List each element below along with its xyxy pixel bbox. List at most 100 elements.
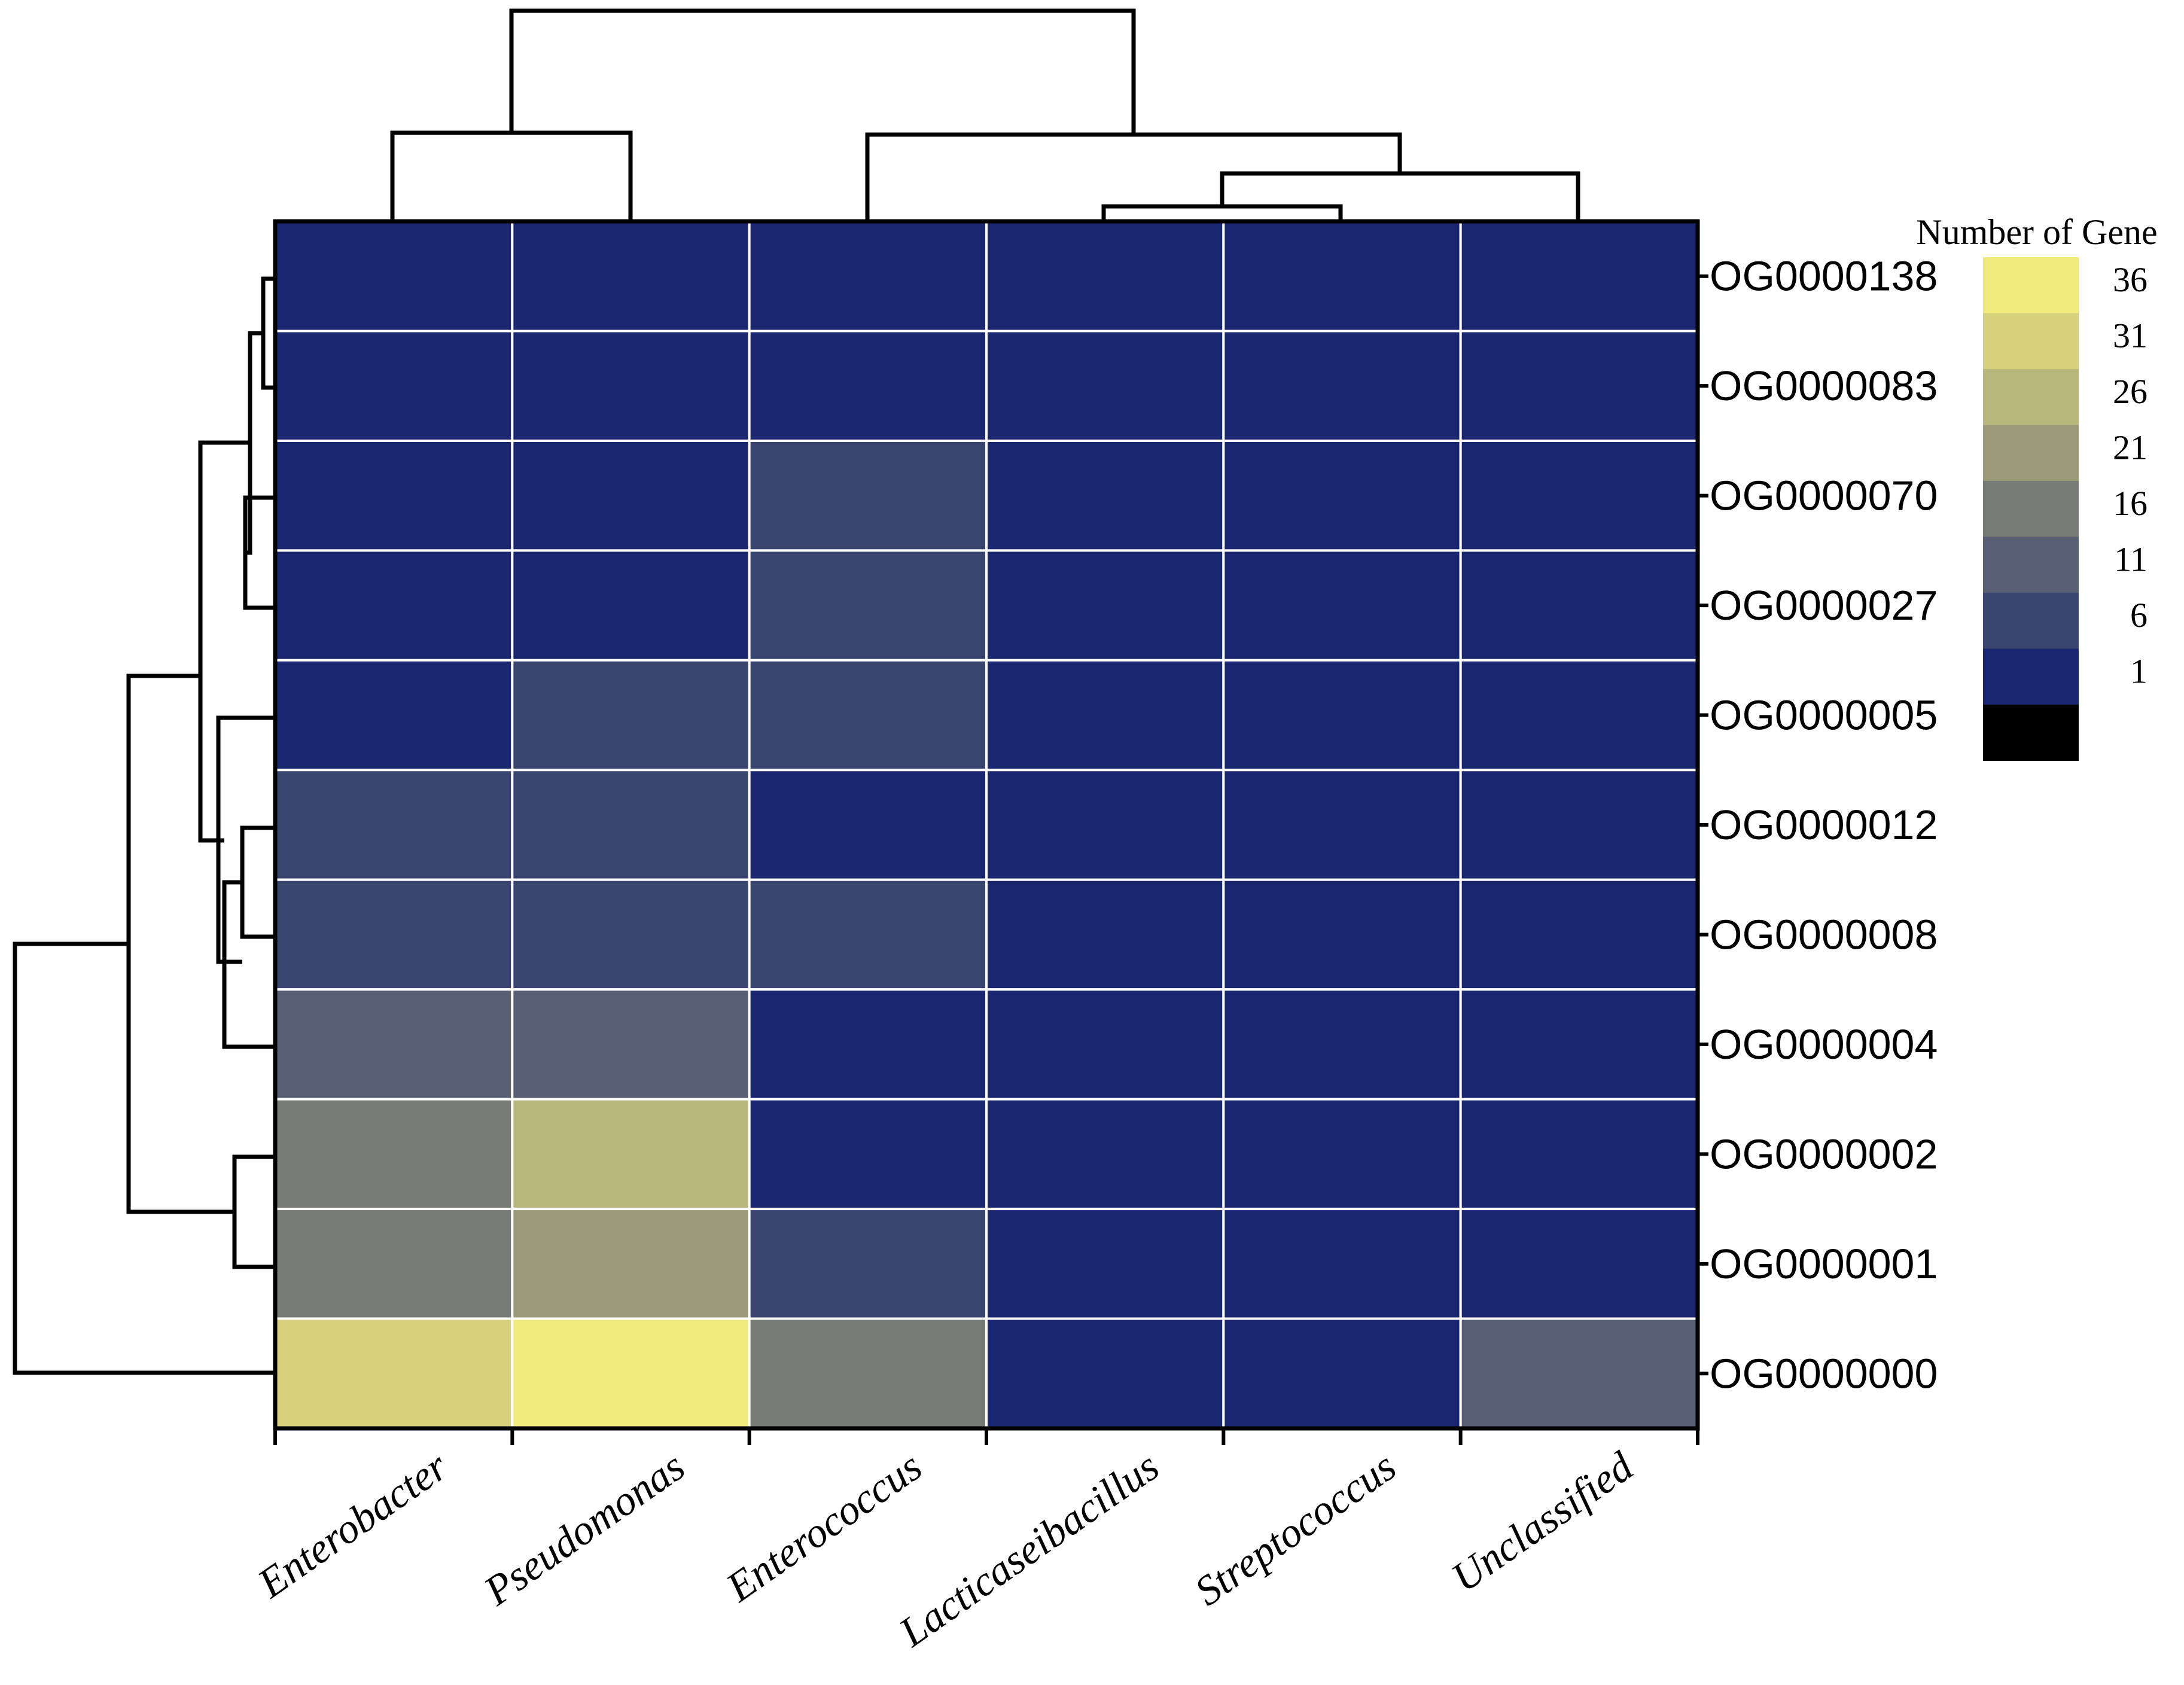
legend-tick-label: 21 [2113,428,2148,467]
legend-title: Number of Gene [1916,212,2157,252]
row-label: OG0000002 [1710,1131,1938,1177]
heatmap-cell-OG0000083-Enterococcus [748,330,988,442]
heatmap-cell-OG0000070-Pseudomonas [511,439,751,552]
heatmap-cell-OG0000005-Unclassified [1459,659,1699,772]
row-label: OG0000004 [1710,1021,1938,1068]
row-ticks [1698,274,1708,1376]
heatmap-cell-OG0000004-Pseudomonas [511,988,751,1101]
heatmap-cell-OG0000005-Enterococcus [748,659,988,772]
heatmap-cell-OG0000005-Lacticaseibacillus [985,659,1225,772]
legend-swatch [1983,705,2079,761]
legend-tick-label: 1 [2130,651,2148,690]
heatmap-cell-OG0000001-Streptococcus [1222,1208,1462,1320]
row-label: OG0000008 [1710,911,1938,958]
heatmap-cell-OG0000008-Enterobacter [274,878,514,991]
heatmap-cell-OG0000002-Unclassified [1459,1098,1699,1211]
heatmap-cell-OG0000012-Streptococcus [1222,769,1462,881]
row-label: OG0000083 [1710,362,1938,409]
row-label: OG0000070 [1710,473,1938,519]
column-dendrogram [390,8,1580,221]
legend-swatch [1983,369,2079,425]
heatmap-cell-OG0000004-Streptococcus [1222,988,1462,1101]
legend-tick-label: 36 [2113,260,2148,299]
row-dendro-upper-cluster [198,440,250,843]
heatmap-cell-OG0000138-Enterococcus [748,220,988,333]
heatmap-cell-OG0000070-Unclassified [1459,439,1699,552]
row-label: OG0000027 [1710,582,1938,629]
legend-ticks: 36 31 26 21 16 11 6 1 [2113,260,2148,691]
row-dendro-root [13,941,275,1375]
heatmap-cell-OG0000027-Unclassified [1459,549,1699,662]
heatmap-cell-OG0000027-Enterococcus [748,549,988,662]
heatmap-cell-OG0000070-Enterococcus [748,439,988,552]
heatmap-cell-OG0000000-Enterococcus [748,1317,988,1430]
row-label: OG0000001 [1710,1241,1938,1287]
heatmap-cell-OG0000005-Streptococcus [1222,659,1462,772]
heatmap-cell-OG0000070-Lacticaseibacillus [985,439,1225,552]
row-dendrogram [13,276,275,1375]
heatmap-cell-OG0000008-Lacticaseibacillus [985,878,1225,991]
row-label: OG0000005 [1710,692,1938,739]
heatmap-cell-OG0000001-Unclassified [1459,1208,1699,1320]
legend-swatch [1983,425,2079,482]
heatmap-cell-OG0000004-Enterococcus [748,988,988,1101]
heatmap-cells [274,220,1699,1430]
heatmap-cell-OG0000000-Streptococcus [1222,1317,1462,1430]
legend-tick-label: 6 [2130,596,2148,635]
heatmap-cell-OG0000027-Enterobacter [274,549,514,662]
heatmap-cell-OG0000001-Lacticaseibacillus [985,1208,1225,1320]
heatmap-cell-OG0000002-Enterococcus [748,1098,988,1211]
heatmap-cell-OG0000138-Lacticaseibacillus [985,220,1225,333]
heatmap-cell-OG0000002-Pseudomonas [511,1098,751,1211]
legend: Number of Gene 36 31 26 21 16 11 6 1 [1916,212,2158,761]
row-label: OG0000012 [1710,802,1938,848]
heatmap-cell-OG0000008-Pseudomonas [511,878,751,991]
heatmap-cell-OG0000000-Enterobacter [274,1317,514,1430]
heatmap-cell-OG0000000-Lacticaseibacillus [985,1317,1225,1430]
row-dendro-004 [222,880,275,1049]
legend-swatch [1983,593,2079,649]
heatmap-cell-OG0000027-Pseudomonas [511,549,751,662]
heatmap-cell-OG0000004-Unclassified [1459,988,1699,1101]
heatmap-cell-OG0000004-Enterobacter [274,988,514,1101]
heatmap-cell-OG0000002-Enterobacter [274,1098,514,1211]
heatmap-cell-OG0000138-Streptococcus [1222,220,1462,333]
heatmap-cell-OG0000012-Lacticaseibacillus [985,769,1225,881]
heatmap-cell-OG0000001-Enterococcus [748,1208,988,1320]
heatmap-cell-OG0000000-Unclassified [1459,1317,1699,1430]
heatmap-cell-OG0000008-Unclassified [1459,878,1699,991]
heatmap-cell-OG0000070-Enterobacter [274,439,514,552]
legend-swatch [1983,313,2079,370]
row-labels: OG0000138 OG0000083 OG0000070 OG0000027 OG00… [1710,253,1938,1397]
heatmap-cell-OG0000138-Pseudomonas [511,220,751,333]
col-dendro-root [509,8,1136,135]
heatmap-cell-OG0000083-Enterobacter [274,330,514,442]
heatmap-cell-OG0000000-Pseudomonas [511,1317,751,1430]
heatmap-cell-OG0000002-Lacticaseibacillus [985,1098,1225,1211]
legend-tick-label: 16 [2113,484,2148,523]
heatmap-cell-OG0000070-Streptococcus [1222,439,1462,552]
heatmap-cell-OG0000012-Enterococcus [748,769,988,881]
heatmap-cell-OG0000138-Enterobacter [274,220,514,333]
heatmap-cell-OG0000008-Streptococcus [1222,878,1462,991]
heatmap-cell-OG0000012-Unclassified [1459,769,1699,881]
heatmap-cell-OG0000004-Lacticaseibacillus [985,988,1225,1101]
legend-swatch [1983,481,2079,537]
heatmap-cell-OG0000138-Unclassified [1459,220,1699,333]
legend-tick-label: 26 [2113,372,2148,411]
heatmap-cell-OG0000008-Enterococcus [748,878,988,991]
heatmap-cell-OG0000083-Pseudomonas [511,330,751,442]
column-ticks [273,1428,1699,1445]
legend-swatch [1983,257,2079,313]
heatmap-cell-OG0000005-Pseudomonas [511,659,751,772]
legend-swatch [1983,537,2079,593]
heatmap-cell-OG0000027-Streptococcus [1222,549,1462,662]
legend-tick-label: 11 [2114,540,2148,578]
row-label: OG0000138 [1710,253,1938,300]
legend-swatch [1983,648,2079,705]
heatmap-cell-OG0000083-Streptococcus [1222,330,1462,442]
legend-tick-label: 31 [2113,316,2148,355]
heatmap-cell-OG0000012-Enterobacter [274,769,514,881]
heatmap-cell-OG0000002-Streptococcus [1222,1098,1462,1211]
